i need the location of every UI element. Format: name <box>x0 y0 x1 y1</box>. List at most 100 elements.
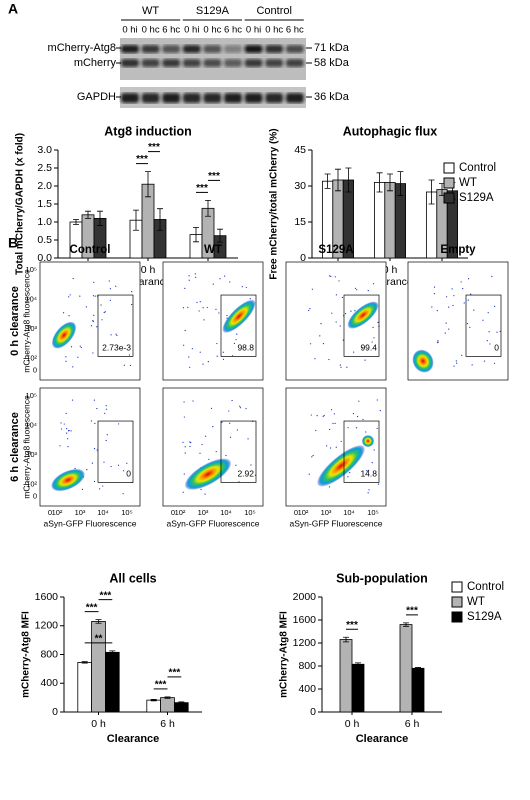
event-dot <box>67 430 70 432</box>
event-dot <box>187 306 189 308</box>
lane-group-label: S129A <box>196 5 230 17</box>
bar <box>339 639 353 713</box>
event-dot <box>184 329 186 332</box>
event-dot <box>483 360 486 362</box>
event-dot <box>489 343 491 345</box>
event-dot <box>106 434 108 436</box>
y-tick-label: 1.0 <box>37 216 52 228</box>
event-dot <box>206 306 208 309</box>
event-dot <box>356 289 358 291</box>
gate-value: 0 <box>494 342 499 352</box>
x-axis-label: aSyn-GFP Fluorescence <box>167 518 260 528</box>
event-dot <box>354 287 357 289</box>
event-dot <box>103 311 105 314</box>
event-dot <box>322 343 325 345</box>
event-dot <box>372 283 375 285</box>
lane-group-label: Control <box>256 5 291 17</box>
y-tick-label: 45 <box>294 144 306 156</box>
plot-frame <box>285 261 387 381</box>
event-dot <box>451 288 453 290</box>
event-dot <box>332 422 334 425</box>
event-dot <box>346 366 348 368</box>
event-dot <box>70 346 73 348</box>
band-label: mCherry <box>74 57 117 69</box>
event-dot <box>466 322 469 325</box>
event-dot <box>115 333 117 335</box>
event-dot <box>188 275 190 277</box>
event-dot <box>189 445 191 448</box>
legend-label: Control <box>467 581 504 593</box>
event-dot <box>182 307 185 309</box>
error-bar <box>415 667 421 670</box>
event-dot <box>71 399 74 401</box>
density-blob <box>362 435 374 447</box>
event-dot <box>488 331 490 333</box>
density-blob <box>317 445 365 487</box>
error-bar <box>97 210 103 226</box>
event-dot <box>329 428 331 431</box>
event-dot <box>373 337 375 339</box>
event-dot <box>334 422 336 424</box>
event-dot <box>183 416 185 418</box>
event-dot <box>74 467 76 470</box>
error-bar <box>345 167 352 193</box>
y-tick-label: 0 <box>33 366 37 375</box>
y-tick-label: 30 <box>294 180 306 192</box>
event-dot <box>452 304 454 307</box>
event-dot <box>109 288 111 290</box>
event-dot <box>491 275 493 278</box>
event-dot <box>72 277 74 280</box>
event-dot <box>378 483 380 485</box>
event-dot <box>190 442 192 444</box>
legend-label: WT <box>459 177 477 189</box>
event-dot <box>196 301 198 304</box>
event-dot <box>70 430 72 432</box>
x-tick-label: 10³ <box>198 508 209 517</box>
plot-frame <box>39 261 141 381</box>
event-dot <box>494 305 496 307</box>
event-dot <box>350 310 352 312</box>
blot-band <box>244 59 263 67</box>
blot-band <box>182 45 201 53</box>
blot-band <box>224 59 242 67</box>
event-dot <box>60 428 63 430</box>
event-dot <box>328 486 330 488</box>
event-dot <box>493 362 496 364</box>
event-dot <box>79 345 81 347</box>
event-dot <box>202 363 204 365</box>
event-dot <box>329 447 332 449</box>
event-dot <box>437 341 439 343</box>
x-tick-label: 6 h <box>405 718 420 730</box>
plot-frame <box>162 387 264 507</box>
legend-swatch <box>451 596 463 608</box>
y-tick-label: 800 <box>40 648 58 660</box>
y-tick-label: 2.0 <box>37 180 52 192</box>
event-dot <box>92 352 94 354</box>
event-dot <box>65 412 67 414</box>
gate-value: 0 <box>126 468 131 478</box>
event-dot <box>241 286 243 288</box>
chart-title: Autophagic flux <box>343 124 437 138</box>
event-dot <box>204 493 206 495</box>
bar <box>351 663 365 713</box>
event-dot <box>226 314 228 317</box>
event-dot <box>341 296 343 299</box>
event-dot <box>233 342 236 344</box>
event-dot <box>455 360 457 362</box>
event-dot <box>340 366 342 368</box>
significance-label: *** <box>136 154 148 165</box>
event-dot <box>312 454 314 457</box>
bar <box>105 651 120 713</box>
blot-band <box>224 93 242 103</box>
event-dot <box>471 364 473 366</box>
event-dot <box>126 462 128 464</box>
legend-swatch <box>451 611 463 623</box>
event-dot <box>444 332 446 334</box>
event-dot <box>189 366 191 368</box>
event-dot <box>315 429 317 432</box>
error-bar <box>150 699 157 702</box>
y-tick-label: 1200 <box>293 637 317 649</box>
event-dot <box>222 358 225 360</box>
lane-label: 0 hc <box>265 25 283 36</box>
event-dot <box>349 471 351 474</box>
